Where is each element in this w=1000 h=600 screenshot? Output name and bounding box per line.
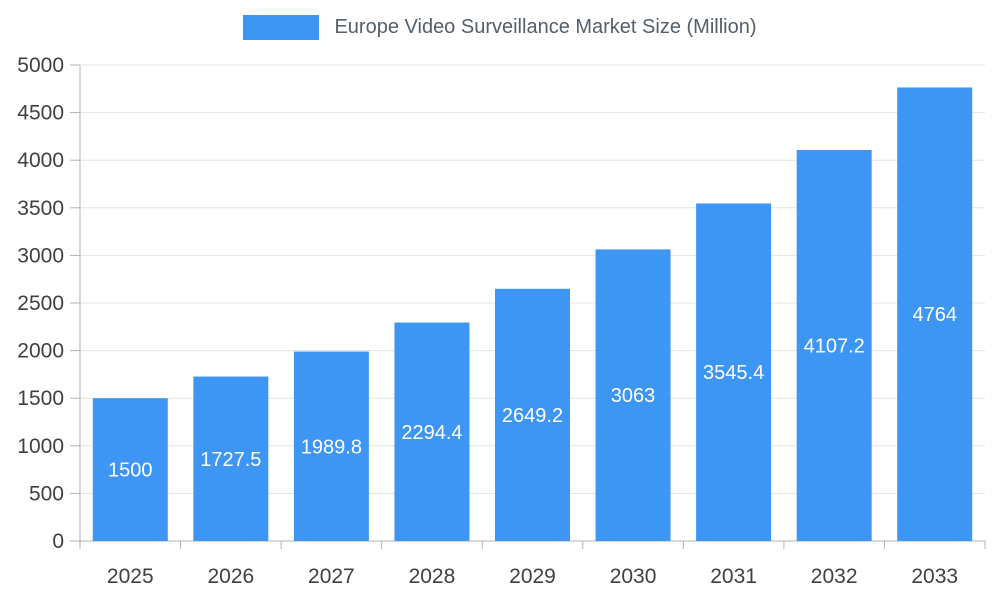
x-axis-label: 2025 xyxy=(107,565,154,588)
y-axis-label: 2000 xyxy=(17,340,64,363)
y-axis-label: 1000 xyxy=(17,435,64,458)
legend-swatch xyxy=(243,14,320,40)
bar-value-label: 4107.2 xyxy=(804,335,865,357)
bar-value-label: 3545.4 xyxy=(703,362,764,384)
bar[interactable] xyxy=(796,149,872,541)
bar[interactable] xyxy=(495,288,570,541)
x-axis-label: 2026 xyxy=(207,565,254,588)
legend[interactable]: Europe Video Surveillance Market Size (M… xyxy=(0,14,1000,40)
y-axis-label: 3000 xyxy=(17,244,64,267)
x-axis-label: 2028 xyxy=(409,565,456,588)
bar[interactable] xyxy=(897,87,973,542)
bar-value-label: 2649.2 xyxy=(502,405,563,427)
bar[interactable] xyxy=(193,376,269,541)
x-axis-label: 2027 xyxy=(308,565,355,588)
x-axis-label: 2033 xyxy=(911,565,958,588)
bar[interactable] xyxy=(92,398,168,541)
y-axis-label: 3500 xyxy=(17,197,64,220)
bar-value-label: 1727.5 xyxy=(200,449,261,471)
x-axis-label: 2032 xyxy=(811,565,858,588)
bar[interactable] xyxy=(595,249,671,541)
y-axis-label: 4500 xyxy=(17,102,64,125)
x-axis-label: 2030 xyxy=(610,565,657,588)
y-axis-label: 1500 xyxy=(17,387,64,410)
y-axis-label: 4000 xyxy=(17,149,64,172)
bar-value-label: 4764 xyxy=(912,304,957,326)
bar-value-label: 2294.4 xyxy=(401,422,462,444)
bar-value-label: 3063 xyxy=(611,385,656,407)
y-axis-label: 0 xyxy=(52,530,64,553)
x-axis-label: 2029 xyxy=(509,565,556,588)
y-axis-label: 5000 xyxy=(17,54,64,77)
x-axis-label: 2031 xyxy=(710,565,757,588)
y-axis-label: 2500 xyxy=(17,292,64,315)
bar[interactable] xyxy=(293,351,369,541)
bar[interactable] xyxy=(696,203,772,542)
y-axis-label: 500 xyxy=(29,482,64,505)
bar-value-label: 1989.8 xyxy=(301,436,362,458)
bar[interactable] xyxy=(394,322,470,541)
legend-label: Europe Video Surveillance Market Size (M… xyxy=(334,16,757,38)
bar-value-label: 1500 xyxy=(108,460,153,482)
